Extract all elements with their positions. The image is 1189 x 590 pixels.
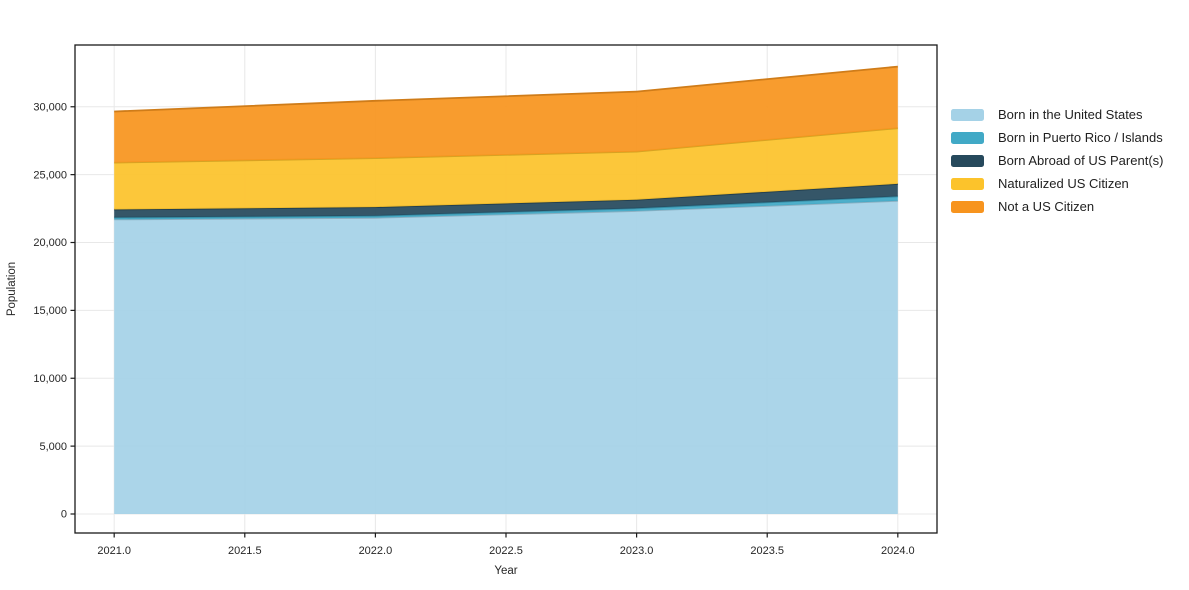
- legend-swatch-naturalized: [951, 177, 984, 190]
- legend-label: Born Abroad of US Parent(s): [998, 153, 1164, 168]
- y-tick-label: 15,000: [33, 305, 67, 317]
- legend-swatch-not-citizen: [951, 200, 984, 213]
- tick-marks: [70, 106, 899, 538]
- legend-swatch-born-abroad: [951, 154, 984, 167]
- area-edge: [114, 199, 898, 221]
- x-tick-label: 2021.5: [228, 545, 262, 557]
- area-band: [114, 66, 898, 163]
- y-tick-label: 20,000: [33, 237, 67, 249]
- legend-item: Not a US Citizen: [951, 199, 1163, 214]
- legend: Born in the United States Born in Puerto…: [951, 107, 1164, 214]
- x-tick-label: 2022.5: [489, 545, 523, 557]
- legend-swatch-born-us: [951, 108, 984, 121]
- y-tick-label: 30,000: [33, 101, 67, 113]
- legend-label: Born in Puerto Rico / Islands: [998, 130, 1163, 145]
- x-tick-label: 2022.0: [359, 545, 393, 557]
- area-band: [114, 183, 898, 218]
- x-axis-label: Year: [494, 565, 517, 577]
- stacked-areas: [114, 65, 898, 515]
- y-axis-label: Population: [6, 262, 18, 316]
- y-tick-label: 0: [61, 509, 67, 521]
- area-edge: [114, 65, 898, 113]
- legend-label: Not a US Citizen: [998, 199, 1095, 214]
- legend-label: Born in the United States: [998, 107, 1143, 122]
- legend-label: Naturalized US Citizen: [998, 176, 1129, 191]
- x-tick-label: 2021.0: [97, 545, 131, 557]
- x-tick-label: 2023.0: [620, 545, 654, 557]
- legend-item: Born in the United States: [951, 107, 1163, 122]
- legend-item: Born in Puerto Rico / Islands: [951, 130, 1163, 145]
- area-band: [114, 128, 898, 210]
- tick-labels: 2021.0 2021.5 2022.0 2022.5 2023.0 2023.5 2024…: [33, 101, 914, 557]
- area-band: [114, 200, 898, 515]
- legend-swatch-puerto-rico: [951, 131, 984, 144]
- legend-item: Born Abroad of US Parent(s): [951, 153, 1164, 168]
- x-tick-label: 2024.0: [881, 545, 915, 557]
- y-tick-label: 5,000: [39, 441, 67, 453]
- y-tick-label: 25,000: [33, 169, 67, 181]
- x-tick-label: 2023.5: [750, 545, 784, 557]
- y-tick-label: 10,000: [33, 373, 67, 385]
- legend-item: Naturalized US Citizen: [951, 176, 1163, 191]
